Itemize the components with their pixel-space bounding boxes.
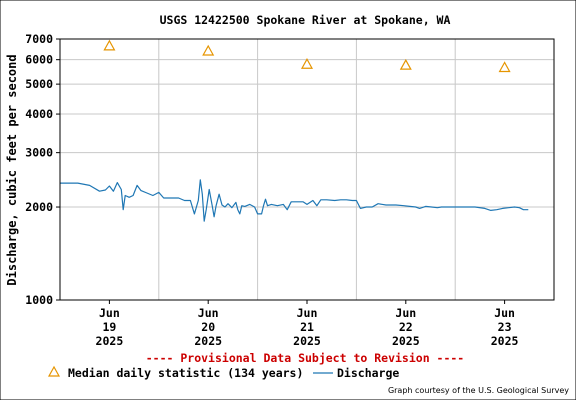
legend-median-label: Median daily statistic (134 years)	[68, 366, 303, 380]
x-tick-label: Jun	[99, 306, 120, 320]
x-axis-ticks: Jun192025Jun202025Jun212025Jun222025Jun2…	[96, 300, 519, 348]
median-marker	[399, 58, 412, 70]
x-tick-label: Jun	[297, 306, 318, 320]
x-tick-label: 2025	[491, 334, 519, 348]
x-tick-label: Jun	[494, 306, 515, 320]
legend-median-marker	[47, 365, 61, 377]
x-tick-label: 20	[201, 320, 215, 334]
chart-title: USGS 12422500 Spokane River at Spokane, …	[160, 13, 451, 27]
x-tick-label: 22	[399, 320, 413, 334]
x-tick-label: 21	[300, 320, 314, 334]
y-axis-ticks: 1000 2000 3000 4000 5000 6000 7000	[25, 32, 60, 307]
credit-text: Graph courtesy of the U.S. Geological Su…	[388, 386, 569, 395]
legend: Median daily statistic (134 years) Disch…	[47, 365, 399, 380]
y-tick-label: 3000	[25, 146, 53, 160]
y-tick-label: 2000	[25, 200, 53, 214]
x-tick-label: Jun	[198, 306, 219, 320]
y-axis-label: Discharge, cubic feet per second	[5, 54, 19, 285]
discharge-line	[60, 179, 529, 222]
plot-frame	[59, 38, 555, 301]
y-tick-label: 1000	[25, 293, 53, 307]
x-tick-label: 2025	[194, 334, 222, 348]
x-tick-label: 19	[102, 320, 116, 334]
y-tick-label: 6000	[25, 53, 53, 67]
grid-lines	[60, 38, 554, 301]
median-marker	[103, 39, 116, 51]
x-tick-label: Jun	[395, 306, 416, 320]
median-marker	[498, 61, 511, 73]
x-tick-label: 2025	[293, 334, 321, 348]
x-tick-label: 23	[498, 320, 512, 334]
provisional-note: ---- Provisional Data Subject to Revisio…	[146, 351, 465, 365]
x-tick-label: 2025	[96, 334, 124, 348]
data-series	[60, 39, 529, 222]
y-tick-label: 7000	[25, 32, 53, 46]
x-tick-label: 2025	[392, 334, 420, 348]
median-marker	[202, 44, 215, 56]
legend-discharge-label: Discharge	[337, 366, 399, 380]
y-tick-label: 5000	[25, 77, 53, 91]
median-marker	[300, 57, 314, 69]
y-tick-label: 4000	[25, 107, 53, 121]
